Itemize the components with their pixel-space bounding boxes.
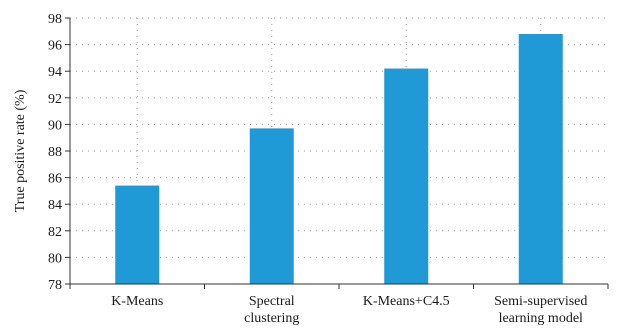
x-category-label: Spectral clustering: [244, 294, 299, 326]
y-tick-label: 98: [48, 12, 62, 27]
y-tick-label: 86: [48, 172, 62, 187]
y-tick-label: 94: [48, 65, 62, 80]
x-category-label-line: clustering: [244, 311, 299, 326]
x-category-label: K-Means+C4.5: [363, 294, 450, 309]
y-tick-label: 84: [48, 198, 62, 213]
y-tick-label: 82: [48, 225, 62, 240]
x-category-label-line: Semi-supervised: [494, 294, 587, 309]
y-tick-label: 88: [48, 145, 62, 160]
bars-layer: [115, 33, 563, 285]
labels-layer: 78 80 82 84 86 88 90 92 94 96 98 K-Means Spectral clu…: [48, 12, 587, 326]
x-category-label-line: K-Means+C4.5: [363, 294, 450, 309]
y-tick-label: 92: [48, 92, 62, 107]
y-tick-label: 90: [48, 118, 62, 133]
bar-1: [249, 128, 294, 284]
y-axis-title: True positive rate (%): [13, 89, 28, 212]
x-category-label: K-Means: [111, 294, 163, 309]
x-category-label: Semi-supervised learning model: [494, 294, 587, 326]
x-category-label-line: learning model: [499, 311, 583, 326]
y-tick-label: 78: [48, 278, 62, 293]
bar-3: [518, 33, 563, 285]
y-tick-label: 80: [48, 251, 62, 266]
bar-2: [384, 68, 429, 284]
axes-layer: [65, 17, 609, 289]
y-tick-label: 96: [48, 39, 62, 54]
x-category-label-line: Spectral: [249, 294, 295, 309]
x-category-label-line: K-Means: [111, 294, 163, 309]
bar-0: [115, 185, 160, 284]
